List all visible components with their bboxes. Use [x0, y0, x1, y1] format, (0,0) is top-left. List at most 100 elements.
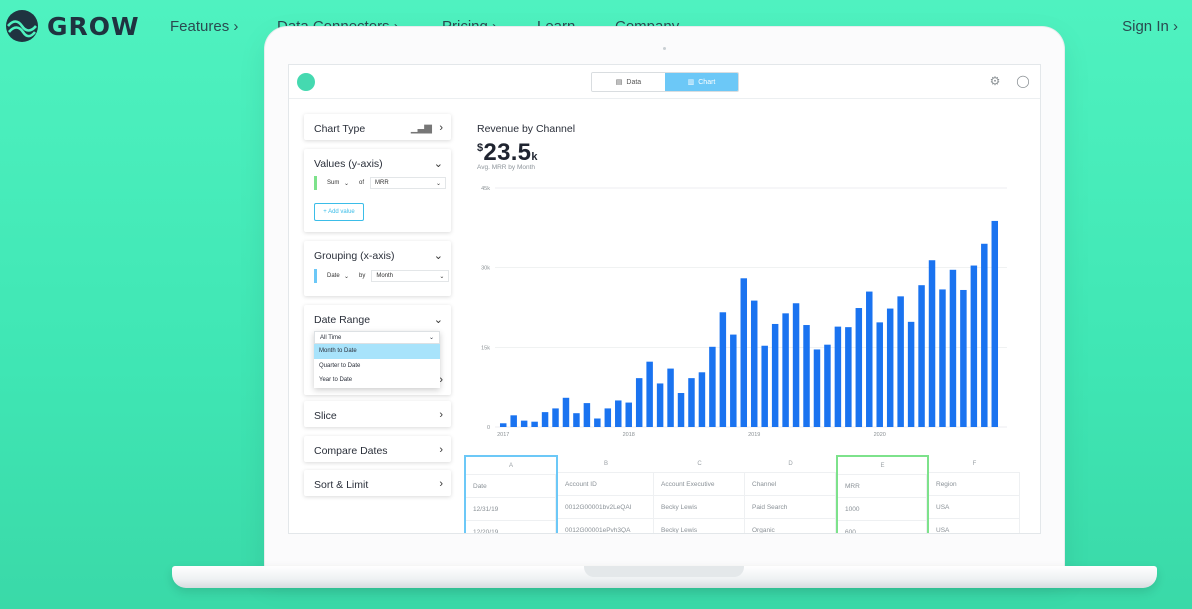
- sign-in-link[interactable]: Sign In ›: [1122, 18, 1178, 35]
- nav-features[interactable]: Features ›: [170, 18, 239, 35]
- option-year-to-date[interactable]: Year to Date: [319, 377, 353, 384]
- revenue-bar-chart: 0 15k 30k 45k 2017 2018 2019 2020: [481, 186, 1007, 438]
- currency-symbol: $: [477, 142, 484, 154]
- column-header: Account Executive: [654, 473, 745, 496]
- bar: [782, 313, 789, 427]
- table-cell: Becky Lewis: [654, 519, 745, 533]
- period-select[interactable]: Month ⌄: [371, 270, 450, 282]
- x-tick-label: 2019: [748, 432, 760, 438]
- bar: [918, 285, 925, 427]
- option-month-to-date[interactable]: Month to Date: [314, 344, 440, 359]
- chevron-down-icon: ⌄: [439, 273, 445, 280]
- bar: [677, 393, 685, 427]
- bar: [897, 296, 904, 427]
- chevron-right-icon: ›: [439, 409, 443, 421]
- date-range-card: Date Range ⌄ › All Time ⌄ Month to Date Q…: [304, 305, 451, 395]
- slice-title: Slice: [314, 410, 337, 422]
- chart-type-card[interactable]: Chart Type ▁▃▆ ›: [304, 114, 451, 140]
- bar: [520, 420, 528, 427]
- bar: [960, 289, 967, 427]
- metric-subtitle: Avg. MRR by Month: [477, 164, 536, 171]
- bar: [928, 260, 936, 427]
- compare-dates-card[interactable]: Compare Dates ›: [304, 436, 451, 462]
- sort-limit-card[interactable]: Sort & Limit ›: [304, 470, 451, 496]
- table-column[interactable]: D Channel Paid Search Organic: [745, 455, 836, 533]
- chevron-down-icon[interactable]: ⌄: [433, 314, 443, 326]
- data-view-button[interactable]: ▤ Data: [592, 73, 665, 91]
- period-label: Month: [376, 273, 394, 279]
- chevron-down-icon[interactable]: ⌄: [433, 250, 443, 262]
- app-logo-icon[interactable]: [297, 73, 315, 91]
- chevron-right-icon: ›: [439, 374, 443, 386]
- bar: [750, 300, 758, 427]
- bar: [771, 323, 779, 427]
- bar: [656, 383, 664, 427]
- grouping-field-select[interactable]: Date ⌄: [323, 270, 353, 282]
- values-card: Values (y-axis) ⌄ Sum ⌄ of MRR ⌄ + Add val…: [304, 149, 451, 232]
- bar: [583, 403, 591, 427]
- grouping-card: Grouping (x-axis) ⌄ Date ⌄ by Month ⌄: [304, 241, 451, 296]
- value-field-label: MRR: [375, 180, 389, 186]
- table-cell: Organic: [745, 519, 836, 533]
- option-quarter-to-date[interactable]: Quarter to Date: [319, 362, 361, 369]
- gear-icon[interactable]: ⚙: [989, 74, 1001, 88]
- values-field-row: Sum ⌄ of MRR ⌄: [314, 176, 447, 190]
- bar: [719, 312, 727, 427]
- table-cell: 0012G00001ePvh3QA: [558, 519, 654, 533]
- grow-logo[interactable]: GROW: [5, 9, 140, 43]
- bar: [855, 308, 863, 427]
- table-column[interactable]: C Account Executive Becky Lewis Becky Lewis: [654, 455, 745, 533]
- bar: [949, 269, 957, 427]
- logo-wordmark: GROW: [47, 11, 140, 41]
- column-header: MRR: [838, 475, 927, 498]
- bar: [866, 291, 873, 427]
- table-column[interactable]: E MRR 1000 600: [836, 455, 929, 533]
- chevron-down-icon[interactable]: ⌄: [433, 158, 443, 170]
- chart-title: Revenue by Channel: [477, 123, 576, 135]
- add-value-button[interactable]: + Add value: [314, 203, 364, 221]
- bar: [824, 344, 831, 427]
- bar: [834, 326, 842, 427]
- bar: [730, 334, 737, 427]
- blue-series-marker: [314, 269, 317, 283]
- laptop-base: [172, 566, 1157, 588]
- bar: [594, 418, 601, 427]
- sort-limit-title: Sort & Limit: [314, 479, 369, 491]
- laptop-camera: [663, 47, 666, 50]
- aggregation-select[interactable]: Sum ⌄: [323, 177, 353, 189]
- table-column[interactable]: B Account ID 0012G00001bv2LeQAI 0012G00001e…: [558, 455, 654, 533]
- column-header: Account ID: [558, 473, 654, 496]
- bar: [803, 325, 810, 427]
- bar: [552, 408, 559, 427]
- bar: [813, 349, 821, 427]
- bar: [886, 308, 894, 427]
- table-cell: USA: [929, 496, 1020, 519]
- column-letter: F: [929, 455, 1020, 473]
- column-header: Date: [466, 475, 556, 498]
- bar: [939, 289, 946, 427]
- chart-view-button[interactable]: ▥ Chart: [665, 73, 738, 91]
- by-label: by: [359, 273, 366, 279]
- value-field-select[interactable]: MRR ⌄: [370, 177, 447, 189]
- grouping-field-row: Date ⌄ by Month ⌄: [314, 269, 450, 283]
- bar: [615, 400, 622, 427]
- grouping-field-label: Date: [327, 273, 340, 279]
- table-icon: ▤: [615, 79, 623, 86]
- bar: [667, 368, 674, 427]
- grow-logo-icon: [6, 10, 38, 42]
- bar: [845, 327, 852, 427]
- table-cell: USA: [929, 519, 1020, 533]
- table-cell: 12/20/19: [466, 521, 556, 533]
- green-series-marker: [314, 176, 317, 190]
- table-column[interactable]: F Region USA USA: [929, 455, 1020, 533]
- date-range-title: Date Range: [314, 314, 371, 326]
- slice-card[interactable]: Slice ›: [304, 401, 451, 427]
- chevron-down-icon: ⌄: [435, 180, 442, 187]
- date-range-dropdown: All Time ⌄ Month to Date Quarter to Date …: [314, 331, 440, 388]
- user-icon[interactable]: ◯: [1016, 74, 1030, 88]
- date-range-select[interactable]: All Time ⌄: [314, 331, 440, 344]
- table-cell: Paid Search: [745, 496, 836, 519]
- x-tick-label: 2018: [623, 432, 635, 438]
- table-column[interactable]: A Date 12/31/19 12/20/19: [464, 455, 558, 533]
- compare-dates-title: Compare Dates: [314, 445, 388, 457]
